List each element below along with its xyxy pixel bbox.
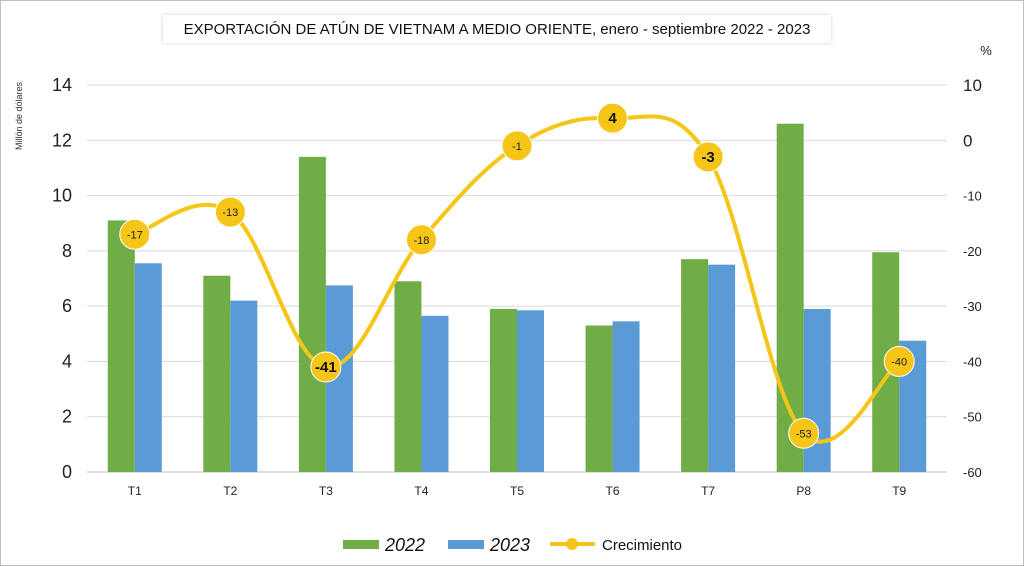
bar-2022 (681, 259, 709, 472)
y2-tick-label: -40 (963, 354, 982, 369)
growth-point (214, 196, 246, 228)
bar-2023 (134, 263, 162, 472)
legend-swatch-2022 (343, 540, 379, 549)
bar-2022 (107, 220, 135, 472)
x-tick-label: T9 (892, 484, 906, 498)
legend-label-growth: Crecimiento (602, 537, 682, 554)
growth-data-label: -40 (891, 356, 907, 368)
y-axis-title: Millón de dólares (14, 81, 24, 150)
growth-point (119, 218, 151, 250)
x-tick-label: P8 (796, 484, 811, 498)
x-tick-label: T4 (414, 484, 428, 498)
y-tick-label: 12 (52, 130, 72, 150)
bar-2023 (230, 300, 258, 472)
growth-point (692, 141, 724, 173)
growth-data-label: -17 (127, 229, 143, 241)
x-tick-label: T1 (128, 484, 142, 498)
x-tick-label: T7 (701, 484, 715, 498)
growth-data-label: -1 (512, 141, 522, 153)
bar-2022 (394, 281, 422, 472)
x-tick-label: T3 (319, 484, 333, 498)
chart-title: EXPORTACIÓN DE ATÚN DE VIETNAM A MEDIO O… (163, 15, 831, 43)
y2-tick-label: -10 (963, 189, 982, 204)
growth-point (788, 417, 820, 449)
y-tick-label: 4 (62, 351, 72, 371)
bar-2023 (612, 321, 640, 472)
y2-tick-label: -50 (963, 410, 982, 425)
y2-axis-title: % (980, 43, 992, 58)
bar-2023 (517, 310, 544, 472)
growth-point (597, 102, 629, 134)
bar-2022 (203, 275, 231, 472)
y2-tick-label: -20 (963, 244, 982, 259)
y2-tick-label: 10 (963, 76, 982, 95)
legend-label-2023: 2023 (489, 535, 530, 555)
growth-data-label: -53 (796, 428, 812, 440)
y2-tick-label: 0 (963, 131, 972, 150)
bar-2022 (585, 325, 613, 472)
x-tick-label: T6 (606, 484, 620, 498)
bar-2022 (490, 308, 517, 472)
growth-data-label: -18 (413, 235, 429, 247)
y-tick-label: 14 (52, 75, 72, 95)
growth-point (405, 224, 437, 256)
legend-label-2022: 2022 (384, 535, 425, 555)
growth-point (310, 351, 342, 383)
growth-data-label: 4 (608, 110, 617, 127)
y2-tick-label: -30 (963, 299, 982, 314)
legend-swatch-2023 (448, 540, 484, 549)
growth-point (883, 345, 915, 377)
y-tick-label: 10 (52, 186, 72, 206)
y-tick-label: 2 (62, 407, 72, 427)
growth-point (501, 130, 533, 162)
x-tick-label: T2 (223, 484, 237, 498)
bar-2023 (708, 264, 736, 472)
y-tick-label: 0 (62, 462, 72, 482)
y2-tick-label: -60 (963, 465, 982, 480)
growth-data-label: -41 (315, 359, 337, 376)
y-tick-label: 8 (62, 241, 72, 261)
bar-2022 (298, 156, 326, 472)
x-tick-label: T5 (510, 484, 524, 498)
y-tick-label: 6 (62, 296, 72, 316)
growth-data-label: -13 (222, 207, 238, 219)
growth-data-label: -3 (701, 149, 714, 166)
legend-marker-growth (566, 538, 578, 550)
bar-2023 (421, 315, 449, 472)
